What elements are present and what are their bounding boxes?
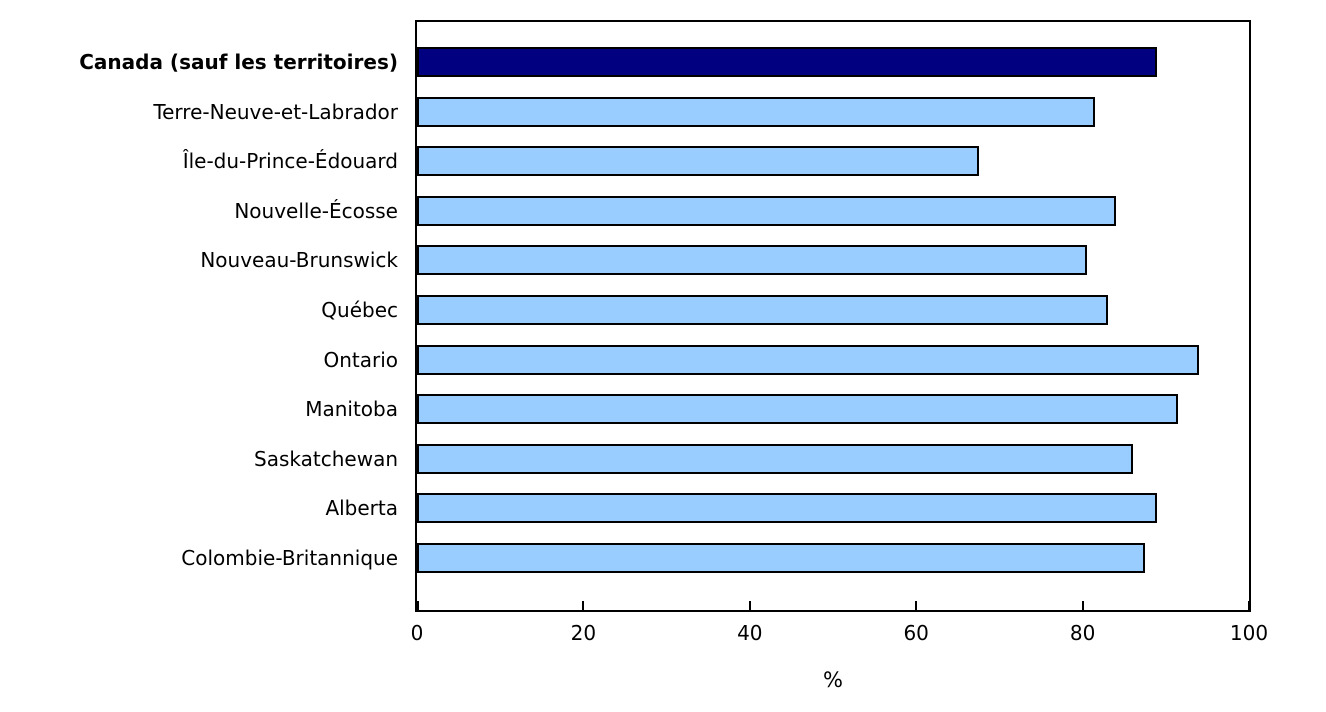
bar — [417, 295, 1108, 325]
bar — [417, 195, 1116, 226]
category-label: Alberta — [325, 496, 398, 521]
category-label: Île-du-Prince-Édouard — [182, 149, 398, 174]
x-axis-tick — [1081, 601, 1084, 610]
x-axis-tick — [417, 601, 419, 610]
bar — [417, 344, 1200, 375]
x-axis-tick — [1248, 601, 1250, 610]
x-axis-tick — [582, 601, 585, 610]
x-axis-tick — [915, 601, 918, 610]
bar — [417, 96, 1096, 127]
x-axis-tick-label: 60 — [903, 621, 929, 645]
category-label: Colombie-Britannique — [181, 546, 398, 570]
category-label: Terre-Neuve-et-Labrador — [153, 99, 398, 124]
x-axis-tick — [748, 601, 751, 610]
category-label: Manitoba — [305, 397, 398, 422]
bar — [417, 543, 1145, 573]
x-axis-tick-label: 0 — [410, 621, 424, 645]
category-label: Canada (sauf les territoires) — [79, 50, 398, 74]
x-axis-tick-label: 40 — [737, 621, 763, 645]
bar — [417, 146, 979, 177]
category-label: Québec — [321, 298, 398, 322]
x-axis-tick-label: 20 — [570, 621, 597, 645]
bar — [417, 245, 1087, 276]
x-axis-tick-label: 100 — [1229, 621, 1269, 645]
x-axis-title: % — [823, 668, 843, 692]
x-axis-tick-label: 80 — [1069, 621, 1096, 645]
category-label: Nouveau-Brunswick — [200, 248, 398, 273]
bar — [417, 443, 1133, 474]
bar — [417, 47, 1158, 77]
category-label: Saskatchewan — [254, 446, 398, 471]
bar — [417, 493, 1158, 524]
bar — [417, 394, 1179, 425]
category-label: Ontario — [323, 347, 398, 372]
category-label: Nouvelle-Écosse — [234, 198, 398, 223]
